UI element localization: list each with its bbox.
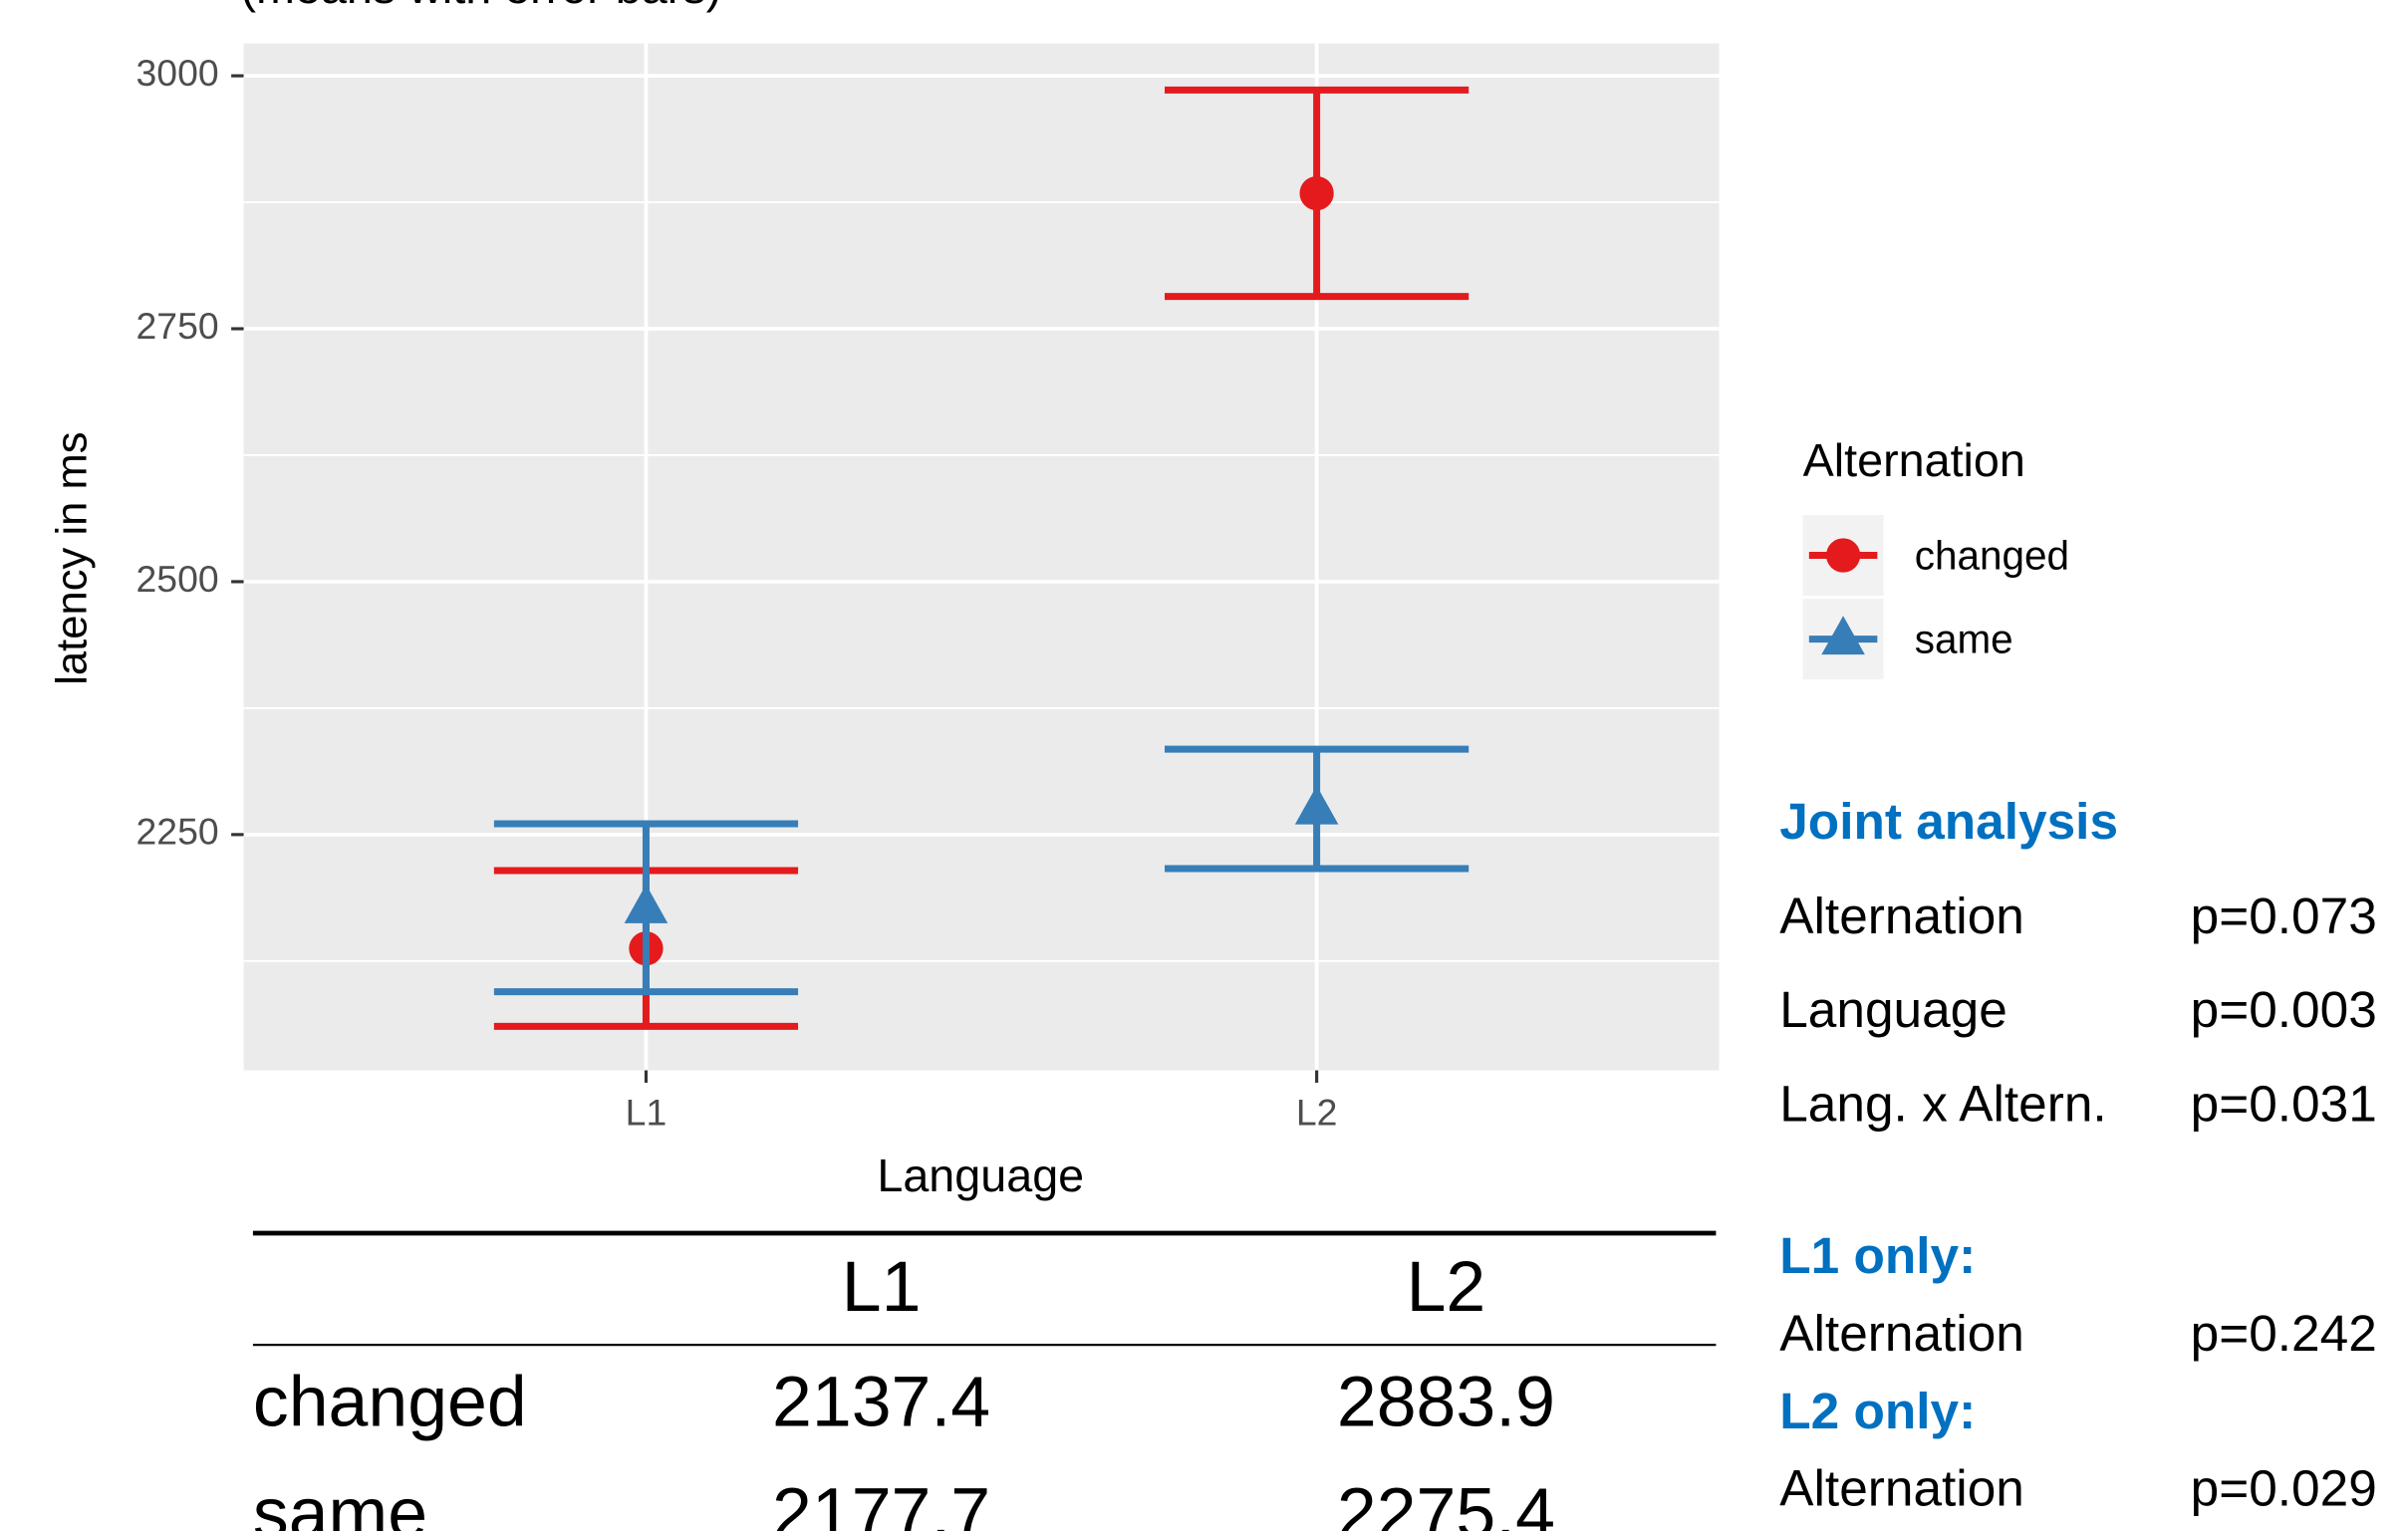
table-row-label: changed <box>253 1362 527 1441</box>
stats-heading: Joint analysis <box>1779 792 2118 850</box>
legend-marker <box>1825 538 1861 573</box>
stats-label: Language <box>1779 980 2007 1038</box>
stats-value: p=0.003 <box>2191 980 2377 1038</box>
stats-value: p=0.031 <box>2191 1074 2377 1132</box>
stats-label: Alternation <box>1779 1459 2024 1517</box>
point <box>1294 785 1339 825</box>
x-tick-label: L1 <box>626 1092 668 1134</box>
stats-heading: L2 only: <box>1779 1382 1976 1439</box>
panel <box>243 43 1720 1071</box>
table-cell: 2883.9 <box>1337 1362 1555 1441</box>
y-axis-title: latency in ms <box>48 431 96 684</box>
legend-title: Alternation <box>1803 434 2025 486</box>
legend-label: same <box>1915 616 2013 661</box>
stats-value: p=0.073 <box>2191 887 2377 944</box>
stats-heading: L1 only: <box>1779 1226 1976 1284</box>
point <box>624 884 669 923</box>
y-tick-label: 2250 <box>136 811 219 853</box>
table-cell: 2137.4 <box>772 1362 990 1441</box>
stats-value: p=0.242 <box>2191 1304 2377 1362</box>
stats-value: p=0.029 <box>2191 1459 2377 1517</box>
table-row-label: same <box>253 1473 427 1531</box>
x-axis-title: Language <box>877 1149 1084 1201</box>
point <box>1299 175 1334 211</box>
stats-label: Alternation <box>1779 887 2024 944</box>
subtitle: (means with error bars) <box>240 0 721 13</box>
table-cell: 2275.4 <box>1337 1473 1555 1531</box>
stats-label: Alternation <box>1779 1304 2024 1362</box>
legend-label: changed <box>1915 532 2069 578</box>
y-tick-label: 3000 <box>136 52 219 94</box>
legend-marker <box>1821 616 1865 655</box>
y-tick-label: 2500 <box>136 558 219 600</box>
table-cell: 2177.7 <box>772 1473 990 1531</box>
stats-label: Lang. x Altern. <box>1779 1074 2106 1132</box>
y-tick-label: 2750 <box>136 305 219 347</box>
table-header: L2 <box>1407 1247 1486 1327</box>
table-header: L1 <box>842 1247 922 1327</box>
x-tick-label: L2 <box>1296 1092 1338 1134</box>
